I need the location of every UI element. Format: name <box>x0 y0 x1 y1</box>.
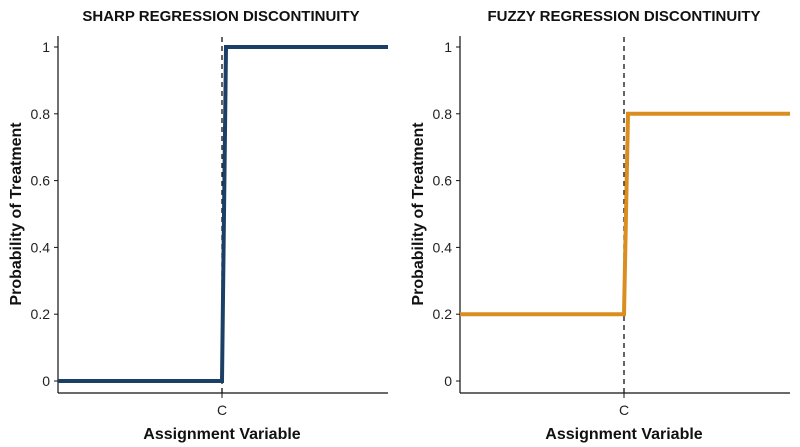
series-line <box>58 45 388 383</box>
y-tick-label: 0 <box>42 373 50 389</box>
y-tick-label: 0.8 <box>31 106 51 122</box>
y-axis-label: Probability of Treatment <box>8 122 25 306</box>
fuzzy-rd-panel: FUZZY REGRESSION DISCONTINUITY 0 0.2 0.4 0.… <box>410 8 790 443</box>
x-axis-label: Assignment Variable <box>143 426 300 443</box>
x-tick-label: C <box>217 402 227 418</box>
y-tick-label: 0.4 <box>31 239 51 255</box>
y-ticks: 0 0.2 0.4 0.6 0.8 1 <box>31 39 58 389</box>
y-tick-label: 0.4 <box>433 239 453 255</box>
series-line <box>460 111 790 317</box>
y-tick-label: 0.8 <box>433 106 453 122</box>
sharp-rd-panel: SHARP REGRESSION DISCONTINUITY 0 0.2 0.4 0.… <box>8 8 388 443</box>
y-tick-label: 0 <box>444 373 452 389</box>
y-tick-label: 0.2 <box>31 306 51 322</box>
chart-title: FUZZY REGRESSION DISCONTINUITY <box>487 8 760 25</box>
y-tick-label: 1 <box>444 39 452 55</box>
x-tick-label: C <box>619 402 629 418</box>
y-tick-label: 0.6 <box>31 173 51 189</box>
chart-title: SHARP REGRESSION DISCONTINUITY <box>82 8 359 25</box>
y-tick-label: 0.6 <box>433 173 453 189</box>
y-ticks: 0 0.2 0.4 0.6 0.8 1 <box>433 39 460 389</box>
y-axis-label: Probability of Treatment <box>410 122 427 306</box>
y-tick-label: 0.2 <box>433 306 453 322</box>
y-tick-label: 1 <box>42 39 50 55</box>
x-axis-label: Assignment Variable <box>545 426 702 443</box>
